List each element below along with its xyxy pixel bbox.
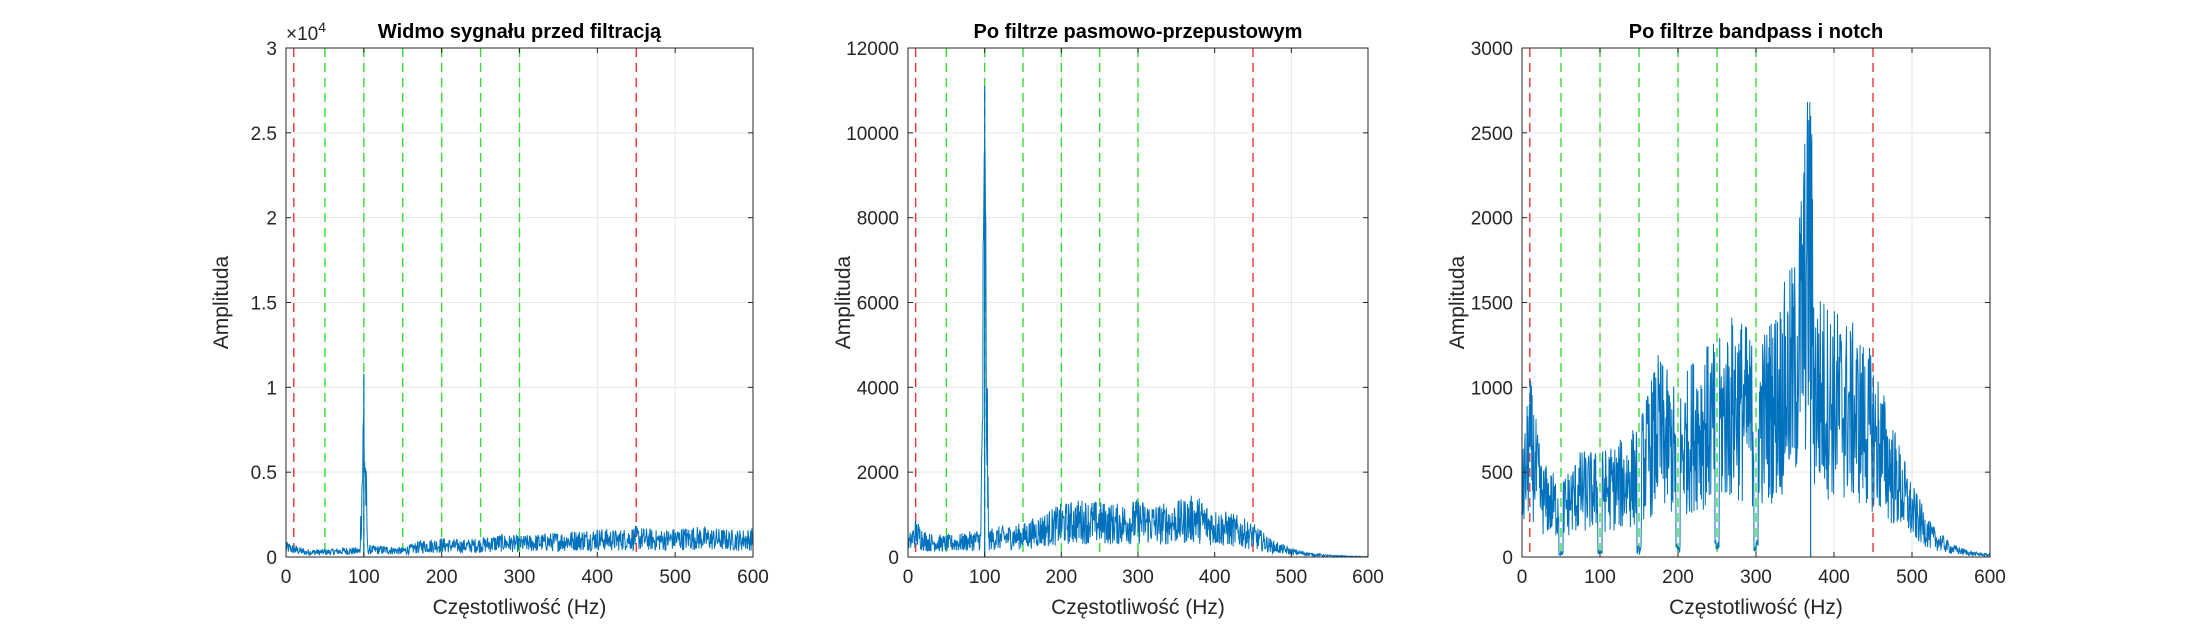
y-tick-label: 3000: [1471, 39, 1513, 60]
x-tick-label: 200: [426, 567, 458, 588]
chart-title: Widmo sygnału przed filtracją: [378, 21, 662, 43]
y-tick-label: 2: [266, 209, 277, 230]
y-tick-label: 0: [1502, 548, 1513, 569]
chart-panel-3: 0 100 200 300 400 500 600 0 500 1000 1500 2000 2500 3…: [1446, 21, 2006, 619]
chart-panel-2: 0 100 200 300 400 500 600020004000600080001000…: [832, 21, 1384, 619]
x-tick-label: 200: [1662, 567, 1694, 588]
y-tick-label: 0: [266, 548, 277, 569]
x-tick-label: 0: [903, 567, 914, 588]
chart-title: Po filtrze bandpass i notch: [1629, 21, 1883, 43]
x-tick-label: 600: [1974, 567, 2006, 588]
y-exponent-label: ×104: [286, 19, 326, 45]
x-tick-label: 500: [659, 567, 691, 588]
chart-panel-1: 0 100 200 300 400 500 600 0 0.5 1 1.5 2 2.5 3 ×104 Widm…: [210, 19, 769, 619]
y-tick-label: 10000: [846, 124, 899, 145]
y-tick-label: 3: [266, 39, 277, 60]
x-axis-label: Częstotliwość (Hz): [433, 596, 607, 619]
y-axis-label: Amplituda: [832, 255, 855, 349]
chart-title: Po filtrze pasmowo-przepustowym: [974, 21, 1303, 43]
y-tick-label: 2000: [857, 463, 899, 484]
y-tick-label: 1: [266, 378, 277, 399]
y-tick-label: 0.5: [251, 463, 277, 484]
x-tick-label: 100: [1584, 567, 1616, 588]
y-tick-label: 4000: [857, 378, 899, 399]
y-tick-label: 2000: [1471, 209, 1513, 230]
y-axis-label: Amplituda: [210, 255, 233, 349]
y-tick-label: 12000: [846, 39, 899, 60]
y-tick-label: 8000: [857, 209, 899, 230]
x-tick-label: 100: [969, 567, 1001, 588]
x-axis-label: Częstotliwość (Hz): [1669, 596, 1843, 619]
x-tick-label: 600: [1352, 567, 1384, 588]
y-axis-label: Amplituda: [1446, 255, 1469, 349]
x-tick-label: 400: [581, 567, 613, 588]
y-tick-label: 1500: [1471, 294, 1513, 315]
x-tick-label: 0: [281, 567, 292, 588]
x-tick-label: 300: [1740, 567, 1772, 588]
x-tick-label: 500: [1896, 567, 1928, 588]
y-tick-label: 0: [888, 548, 899, 569]
y-tick-label: 500: [1481, 463, 1513, 484]
x-tick-label: 300: [1122, 567, 1154, 588]
x-tick-label: 200: [1045, 567, 1077, 588]
y-exponent-power: 4: [318, 19, 326, 35]
x-tick-label: 500: [1275, 567, 1307, 588]
x-axis-label: Częstotliwość (Hz): [1051, 596, 1225, 619]
x-tick-label: 400: [1818, 567, 1850, 588]
y-tick-label: 6000: [857, 294, 899, 315]
y-tick-label: 1000: [1471, 378, 1513, 399]
x-tick-label: 100: [348, 567, 380, 588]
y-tick-label: 2500: [1471, 124, 1513, 145]
x-tick-label: 300: [504, 567, 536, 588]
y-tick-label: 2.5: [251, 124, 277, 145]
x-tick-label: 600: [737, 567, 769, 588]
y-tick-label: 1.5: [251, 294, 277, 315]
x-tick-label: 0: [1517, 567, 1528, 588]
x-tick-label: 400: [1199, 567, 1231, 588]
